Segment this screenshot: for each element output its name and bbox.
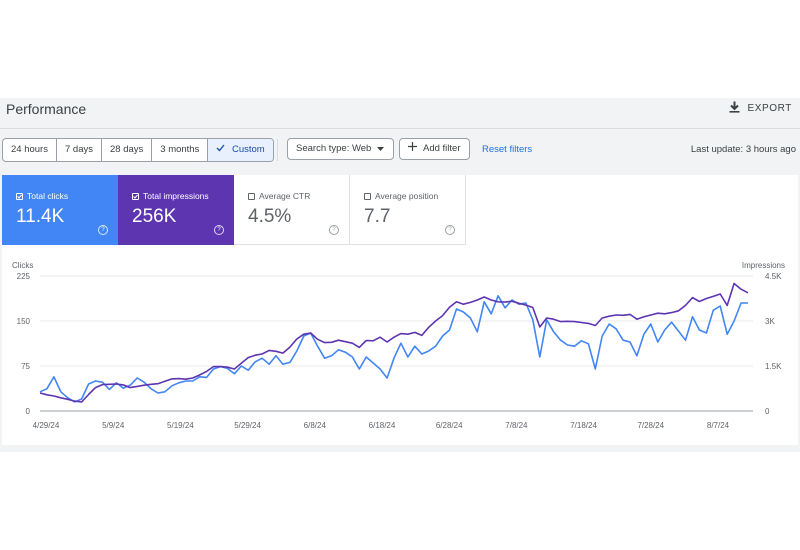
x-tick-label: 7/8/24 [505,421,528,430]
help-icon[interactable]: ? [98,225,108,235]
y-left-tick-label: 0 [26,407,31,416]
help-icon[interactable]: ? [214,225,224,235]
date-range-label: Custom [231,144,265,155]
y-left-tick-label: 150 [17,317,31,326]
export-label: EXPORT [747,103,792,114]
y-left-tick-label: 75 [21,362,30,371]
reset-filters-link[interactable]: Reset filters [482,144,533,155]
metric-label-row: Average position [364,191,438,201]
date-range-3-months[interactable]: 3 months [152,139,209,161]
plus-icon [408,139,417,159]
metric-label: Total impressions [143,191,209,201]
metric-value: 256K [132,206,177,227]
help-icon[interactable]: ? [329,225,339,235]
y-left-tick-label: 225 [17,272,31,281]
y-right-axis-title: Impressions [742,261,785,270]
date-range-label: 7 days [64,144,93,155]
date-range-custom[interactable]: Custom [208,139,273,161]
metric-label: Average position [375,191,439,201]
x-tick-label: 8/7/24 [707,421,730,430]
metric-label-row: Total clicks [16,191,68,201]
page-title: Performance [6,101,87,117]
x-tick-label: 7/18/24 [570,421,597,430]
metric-average-position[interactable]: Average position 7.7 ? [350,175,466,245]
checkbox-unchecked-icon [364,192,371,200]
x-tick-label: 6/28/24 [436,421,463,430]
y-right-tick-label: 3K [765,317,775,326]
date-range-selector: 24 hours 7 days 28 days 3 months Custom [2,138,274,162]
metric-average-ctr[interactable]: Average CTR 4.5% ? [234,175,350,245]
y-right-tick-label: 1.5K [765,362,782,371]
metric-total-clicks[interactable]: Total clicks 11.4K ? [2,175,118,245]
date-range-28-days[interactable]: 28 days [102,139,153,161]
x-tick-label: 5/9/24 [102,421,125,430]
help-icon[interactable]: ? [445,225,455,235]
checkbox-checked-icon [16,192,23,200]
metric-label: Total clicks [27,191,69,201]
x-tick-label: 6/8/24 [304,421,327,430]
header-divider [0,128,800,129]
add-filter-button[interactable]: Add filter [399,138,470,160]
y-left-axis-title: Clicks [12,261,33,270]
search-type-dropdown[interactable]: Search type: Web [287,138,394,160]
last-update-text: Last update: 3 hours ago [690,144,796,155]
y-right-tick-label: 4.5K [765,272,782,281]
add-filter-label: Add filter [423,143,461,154]
date-range-label: 3 months [160,144,200,155]
x-tick-label: 7/28/24 [637,421,664,430]
metric-value: 4.5% [248,206,292,227]
x-tick-label: 6/18/24 [369,421,396,430]
x-tick-label: 5/29/24 [234,421,261,430]
y-right-tick-label: 0 [765,407,770,416]
checkmark-icon [216,144,228,155]
checkbox-checked-icon [132,192,139,200]
toolbar-separator [277,139,278,161]
x-tick-label: 4/29/24 [33,421,60,430]
performance-chart: 225 4.5K 150 3K 75 1.5K 0 0 Clicks Impressions 4/2… [12,261,785,430]
date-range-7-days[interactable]: 7 days [57,139,102,161]
impressions-line [39,282,749,403]
chart-card: Total clicks 11.4K ? Total impressions 2… [2,175,798,445]
search-type-label: Search type: Web [296,143,372,154]
date-range-24-hours[interactable]: 24 hours [3,139,57,161]
x-tick-label: 5/19/24 [167,421,194,430]
metric-label-row: Total impressions [132,191,209,201]
metric-label-row: Average CTR [248,191,310,201]
metric-value: 11.4K [16,206,65,227]
metric-label: Average CTR [259,191,311,201]
checkbox-unchecked-icon [248,192,255,200]
download-icon [729,101,740,116]
date-range-label: 24 hours [11,144,48,155]
export-button[interactable]: EXPORT [729,101,792,116]
metric-value: 7.7 [364,206,391,227]
metric-total-impressions[interactable]: Total impressions 256K ? [118,175,234,245]
dropdown-arrow-icon [377,139,385,159]
clicks-line [39,295,748,403]
date-range-label: 28 days [109,144,144,155]
